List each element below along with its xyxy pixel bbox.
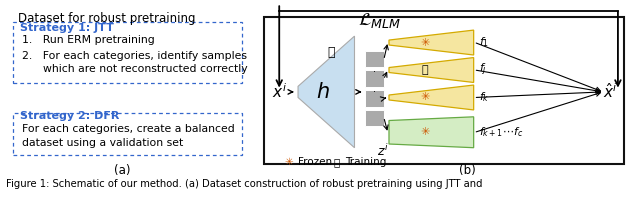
Text: 🔥: 🔥 <box>328 46 335 59</box>
Text: $f_1$: $f_1$ <box>479 36 489 49</box>
Bar <box>365 90 384 106</box>
Text: ✳: ✳ <box>420 38 429 47</box>
Text: 🔥: 🔥 <box>422 65 428 75</box>
Polygon shape <box>389 58 474 82</box>
Bar <box>365 110 384 126</box>
Text: Strategy 1: JTT: Strategy 1: JTT <box>20 22 114 33</box>
Text: Frozen: Frozen <box>298 157 332 167</box>
Bar <box>365 70 384 87</box>
Text: 🔥: 🔥 <box>334 157 340 167</box>
Text: Figure 1: Schematic of our method. (a) Dataset construction of robust pretrainin: Figure 1: Schematic of our method. (a) D… <box>6 179 483 189</box>
Bar <box>365 51 384 67</box>
Text: $f_{k+1}\cdots f_c$: $f_{k+1}\cdots f_c$ <box>479 125 523 139</box>
Text: $f_k$: $f_k$ <box>479 90 490 104</box>
Text: $\hat{x}^i$: $\hat{x}^i$ <box>603 82 618 101</box>
Text: ✳: ✳ <box>284 157 293 167</box>
Text: Strategy 2: DFR: Strategy 2: DFR <box>20 111 120 121</box>
Text: ·: · <box>373 67 376 77</box>
Text: ✳: ✳ <box>420 127 429 137</box>
Text: (a): (a) <box>114 164 131 177</box>
Text: 1.   Run ERM pretraining: 1. Run ERM pretraining <box>22 35 155 45</box>
Text: 2.   For each categories, identify samples: 2. For each categories, identify samples <box>22 51 247 61</box>
Text: which are not reconstructed correctly: which are not reconstructed correctly <box>22 64 248 74</box>
Text: $x^i$: $x^i$ <box>272 83 287 101</box>
Text: dataset using a validation set: dataset using a validation set <box>22 138 183 148</box>
Text: $h$: $h$ <box>316 82 330 102</box>
Text: $f_j$: $f_j$ <box>479 62 487 78</box>
Text: $z^i$: $z^i$ <box>377 143 388 159</box>
Text: (b): (b) <box>459 164 476 177</box>
Polygon shape <box>389 30 474 55</box>
Text: Dataset for robust pretraining: Dataset for robust pretraining <box>18 12 195 25</box>
Text: Training: Training <box>345 157 387 167</box>
Text: For each categories, create a balanced: For each categories, create a balanced <box>22 124 235 134</box>
Polygon shape <box>389 85 474 110</box>
Text: ✳: ✳ <box>420 93 429 102</box>
Polygon shape <box>389 117 474 148</box>
Text: $\mathcal{L}_{MLM}$: $\mathcal{L}_{MLM}$ <box>358 11 401 30</box>
Polygon shape <box>298 36 355 148</box>
Text: ·: · <box>373 87 376 97</box>
